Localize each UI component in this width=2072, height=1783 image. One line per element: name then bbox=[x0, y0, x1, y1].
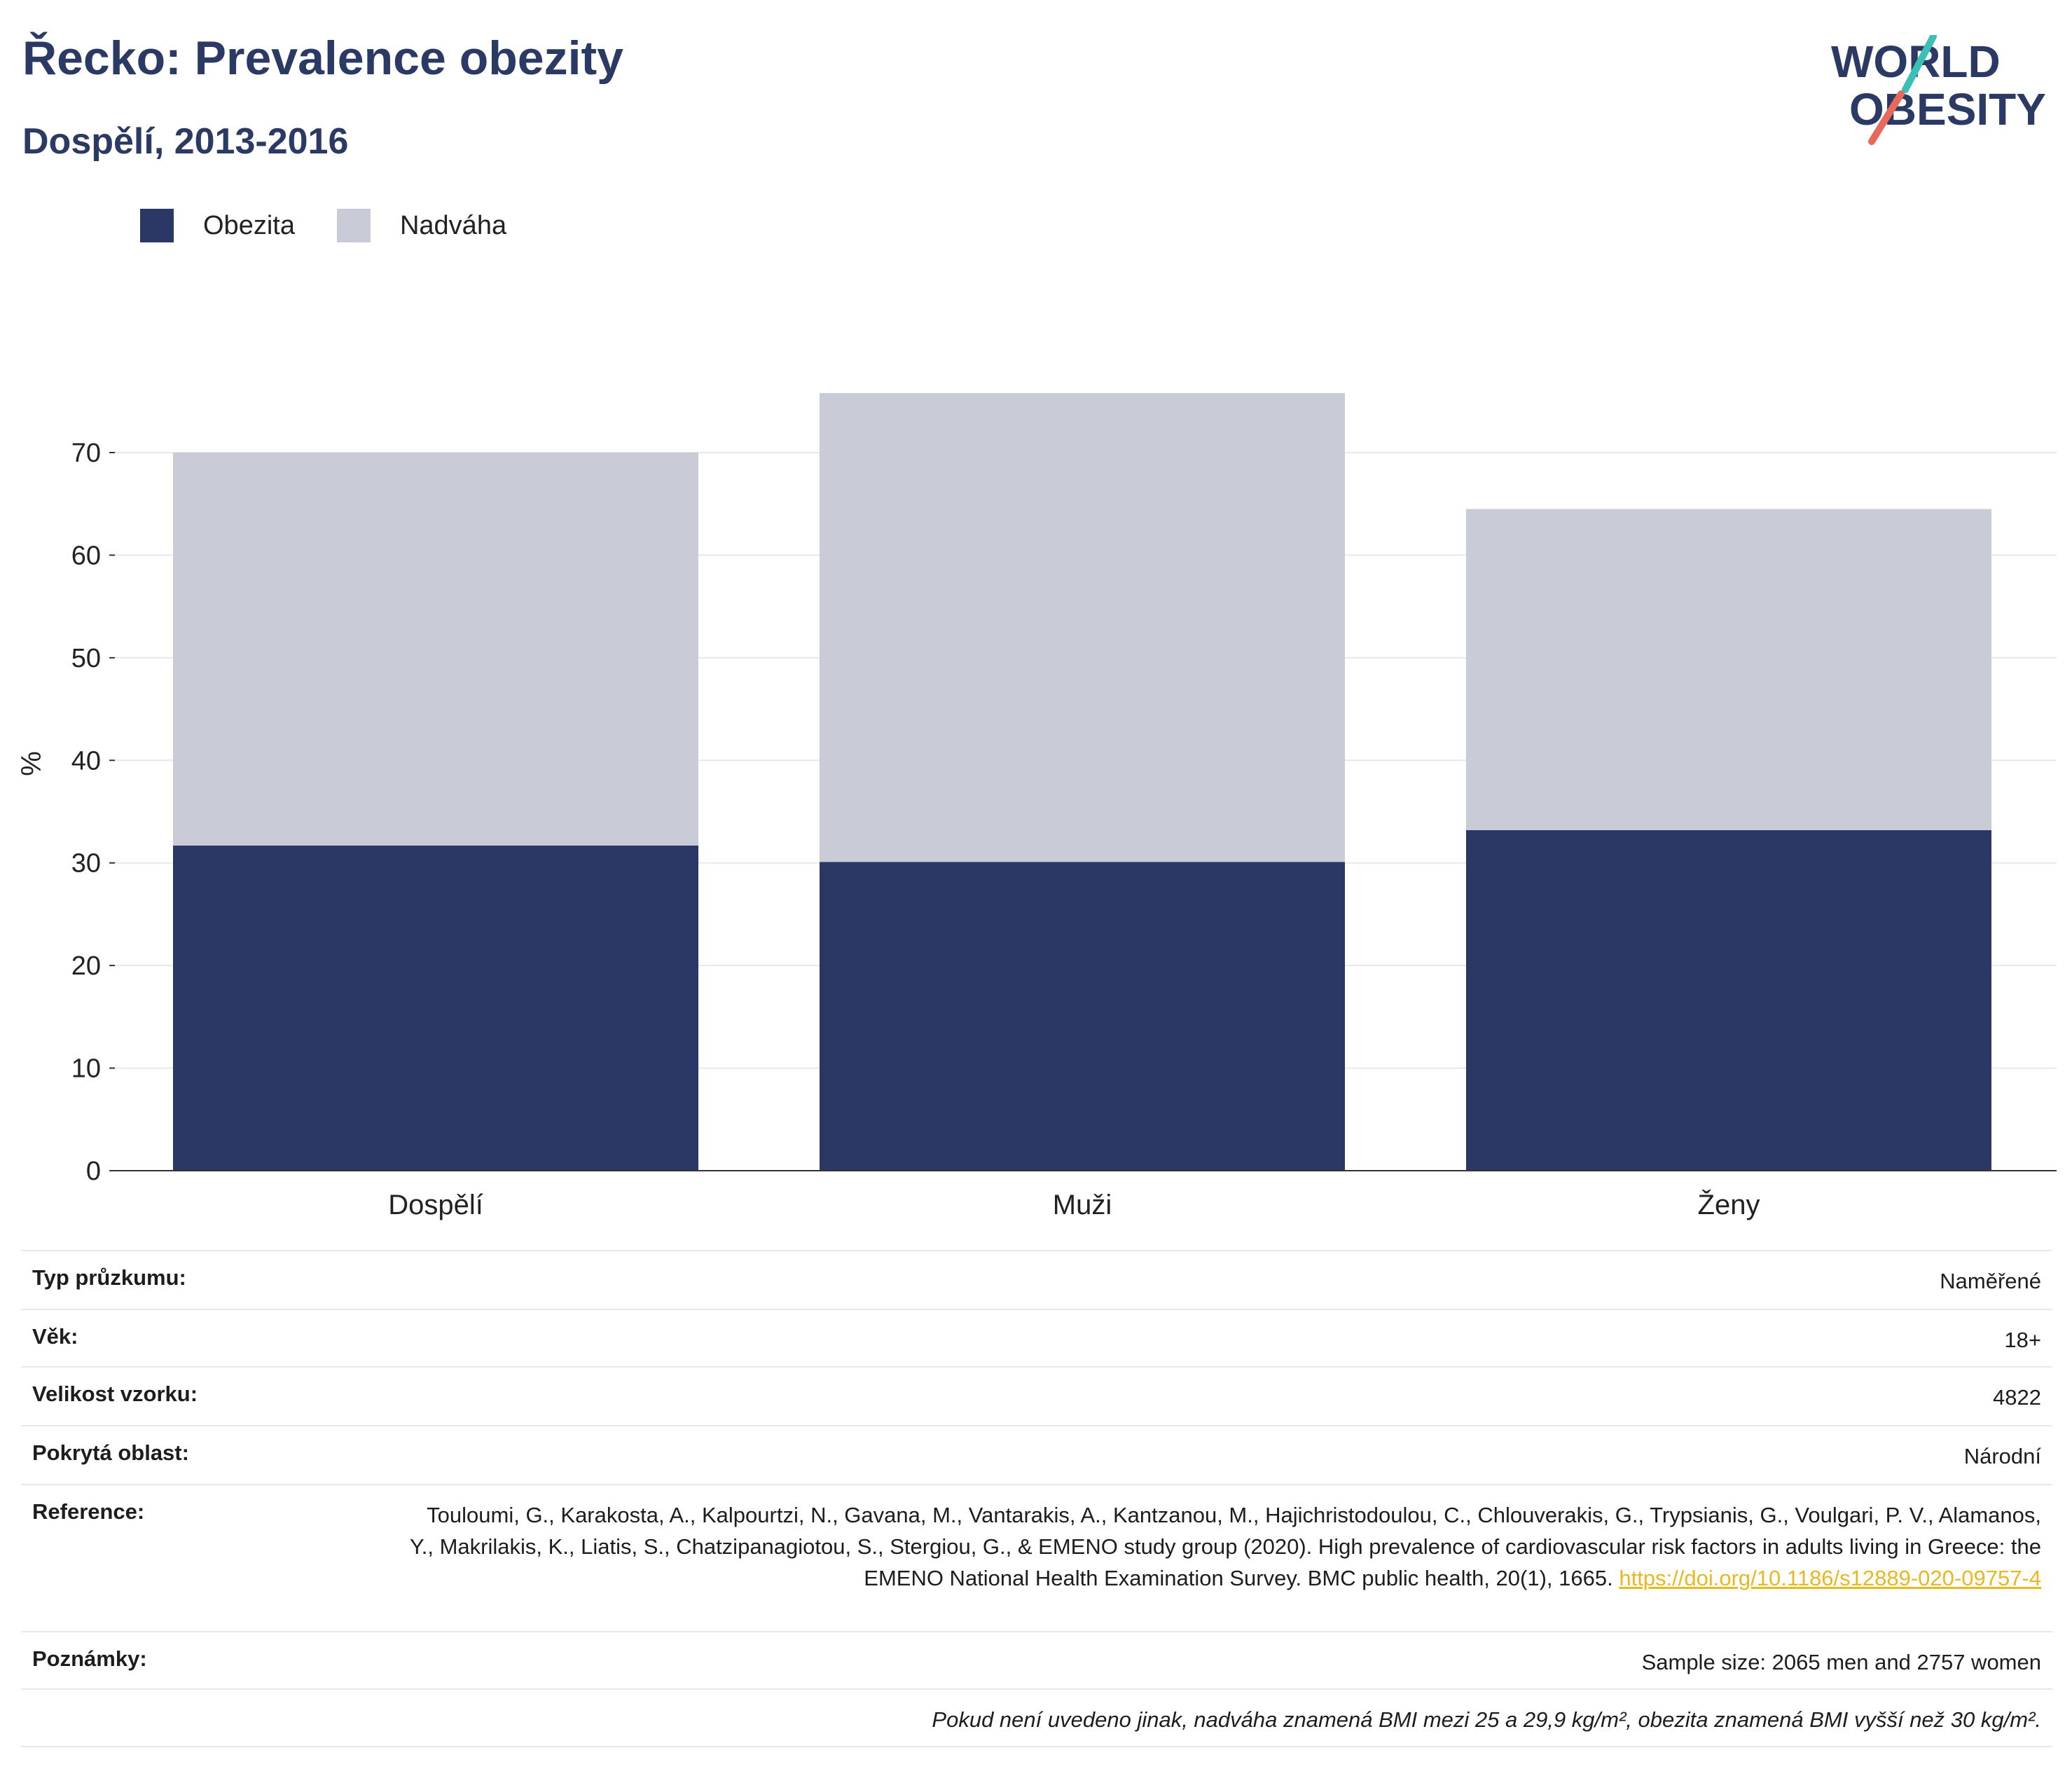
y-tick-label: 60 bbox=[71, 541, 101, 570]
info-value-text: 4822 bbox=[1993, 1385, 2041, 1410]
y-tick-label: 50 bbox=[71, 644, 101, 673]
logo-word-world: WORLD bbox=[1831, 36, 2001, 87]
info-value-text: 18+ bbox=[2004, 1328, 2041, 1352]
info-label: Velikost vzorku: bbox=[21, 1366, 394, 1426]
info-value: Sample size: 2065 men and 2757 women bbox=[394, 1631, 2052, 1689]
y-axis-label: % bbox=[16, 751, 47, 776]
info-row: Typ průzkumu: Naměřené bbox=[21, 1250, 2052, 1309]
info-value-text: Sample size: 2065 men and 2757 women bbox=[1641, 1650, 2041, 1674]
bmi-footnote: Pokud není uvedeno jinak, nadváha znamen… bbox=[394, 1688, 2052, 1747]
y-tick-label: 70 bbox=[71, 439, 101, 468]
legend-swatch-nadvaha bbox=[336, 209, 371, 242]
bar-chart: 0 10 20 30 40 50 60 70 Dospělí Muži Ženy % bbox=[16, 393, 2057, 1220]
bar-obezita-2[interactable] bbox=[1466, 829, 1991, 1171]
world-obesity-logo: WORLD OBESITY bbox=[1831, 35, 2046, 145]
chart-legend: Obezita Nadváha bbox=[140, 207, 548, 244]
x-tick-label: Dospělí bbox=[388, 1190, 483, 1220]
info-value: 4822 bbox=[394, 1366, 2052, 1426]
info-label: Reference: bbox=[21, 1484, 394, 1632]
bar-nadvaha-1[interactable] bbox=[820, 393, 1345, 862]
info-row: Poznámky: Sample size: 2065 men and 2757 … bbox=[21, 1631, 2052, 1689]
info-row: Reference: Touloumi, G., Karakosta, A., K… bbox=[21, 1484, 2052, 1632]
y-ticks: 0 10 20 30 40 50 60 70 bbox=[71, 439, 115, 1186]
legend-label-nadvaha: Nadváha bbox=[399, 210, 507, 240]
page-title: Řecko: Prevalence obezity bbox=[22, 32, 623, 85]
y-tick-label: 10 bbox=[71, 1054, 101, 1084]
x-tick-label: Muži bbox=[1053, 1190, 1112, 1220]
info-value: Naměřené bbox=[394, 1250, 2052, 1309]
info-row: Pokrytá oblast: Národní bbox=[21, 1425, 2052, 1485]
logo-slash-top bbox=[1902, 35, 1937, 93]
x-ticks: Dospělí Muži Ženy bbox=[388, 1189, 1760, 1220]
legend-label-obezita: Obezita bbox=[203, 210, 295, 240]
legend-item-obezita[interactable]: Obezita bbox=[140, 209, 295, 242]
y-tick-label: 20 bbox=[71, 951, 101, 981]
survey-info-table: Typ průzkumu: Naměřené Věk: 18+ Velikost vzo… bbox=[21, 1250, 2052, 1747]
info-value-text: Touloumi, G., Karakosta, A., Kalpourtzi,… bbox=[410, 1503, 2041, 1590]
y-tick-label: 0 bbox=[86, 1157, 101, 1186]
info-label: Pokrytá oblast: bbox=[21, 1425, 394, 1485]
bar-obezita-0[interactable] bbox=[173, 845, 698, 1171]
info-footnote-row: Pokud není uvedeno jinak, nadváha znamen… bbox=[21, 1688, 2052, 1747]
legend-item-nadvaha[interactable]: Nadváha bbox=[336, 209, 507, 242]
info-label: Věk: bbox=[21, 1309, 394, 1367]
info-value: Touloumi, G., Karakosta, A., Kalpourtzi,… bbox=[394, 1484, 2052, 1632]
reference-doi-link[interactable]: https://doi.org/10.1186/s12889-020-09757… bbox=[1619, 1566, 2041, 1590]
info-label: Poznámky: bbox=[21, 1631, 394, 1689]
info-value: Národní bbox=[394, 1425, 2052, 1485]
logo-slash-bottom bbox=[1868, 90, 1905, 145]
info-row: Velikost vzorku: 4822 bbox=[21, 1366, 2052, 1426]
y-tick-label: 30 bbox=[71, 849, 101, 879]
bar-nadvaha-2[interactable] bbox=[1466, 509, 1991, 830]
info-value: 18+ bbox=[394, 1309, 2052, 1367]
info-label: Typ průzkumu: bbox=[21, 1250, 394, 1309]
info-value-text: Národní bbox=[1963, 1444, 2041, 1468]
bar-nadvaha-0[interactable] bbox=[173, 453, 698, 846]
bars bbox=[173, 393, 1991, 1171]
bar-obezita-1[interactable] bbox=[820, 862, 1345, 1171]
y-tick-label: 40 bbox=[71, 746, 101, 776]
legend-swatch-obezita bbox=[140, 209, 174, 242]
x-tick-label: Ženy bbox=[1698, 1189, 1760, 1220]
info-value-text: Naměřené bbox=[1940, 1269, 2041, 1293]
page-subtitle: Dospělí, 2013-2016 bbox=[22, 121, 349, 162]
info-row: Věk: 18+ bbox=[21, 1309, 2052, 1367]
